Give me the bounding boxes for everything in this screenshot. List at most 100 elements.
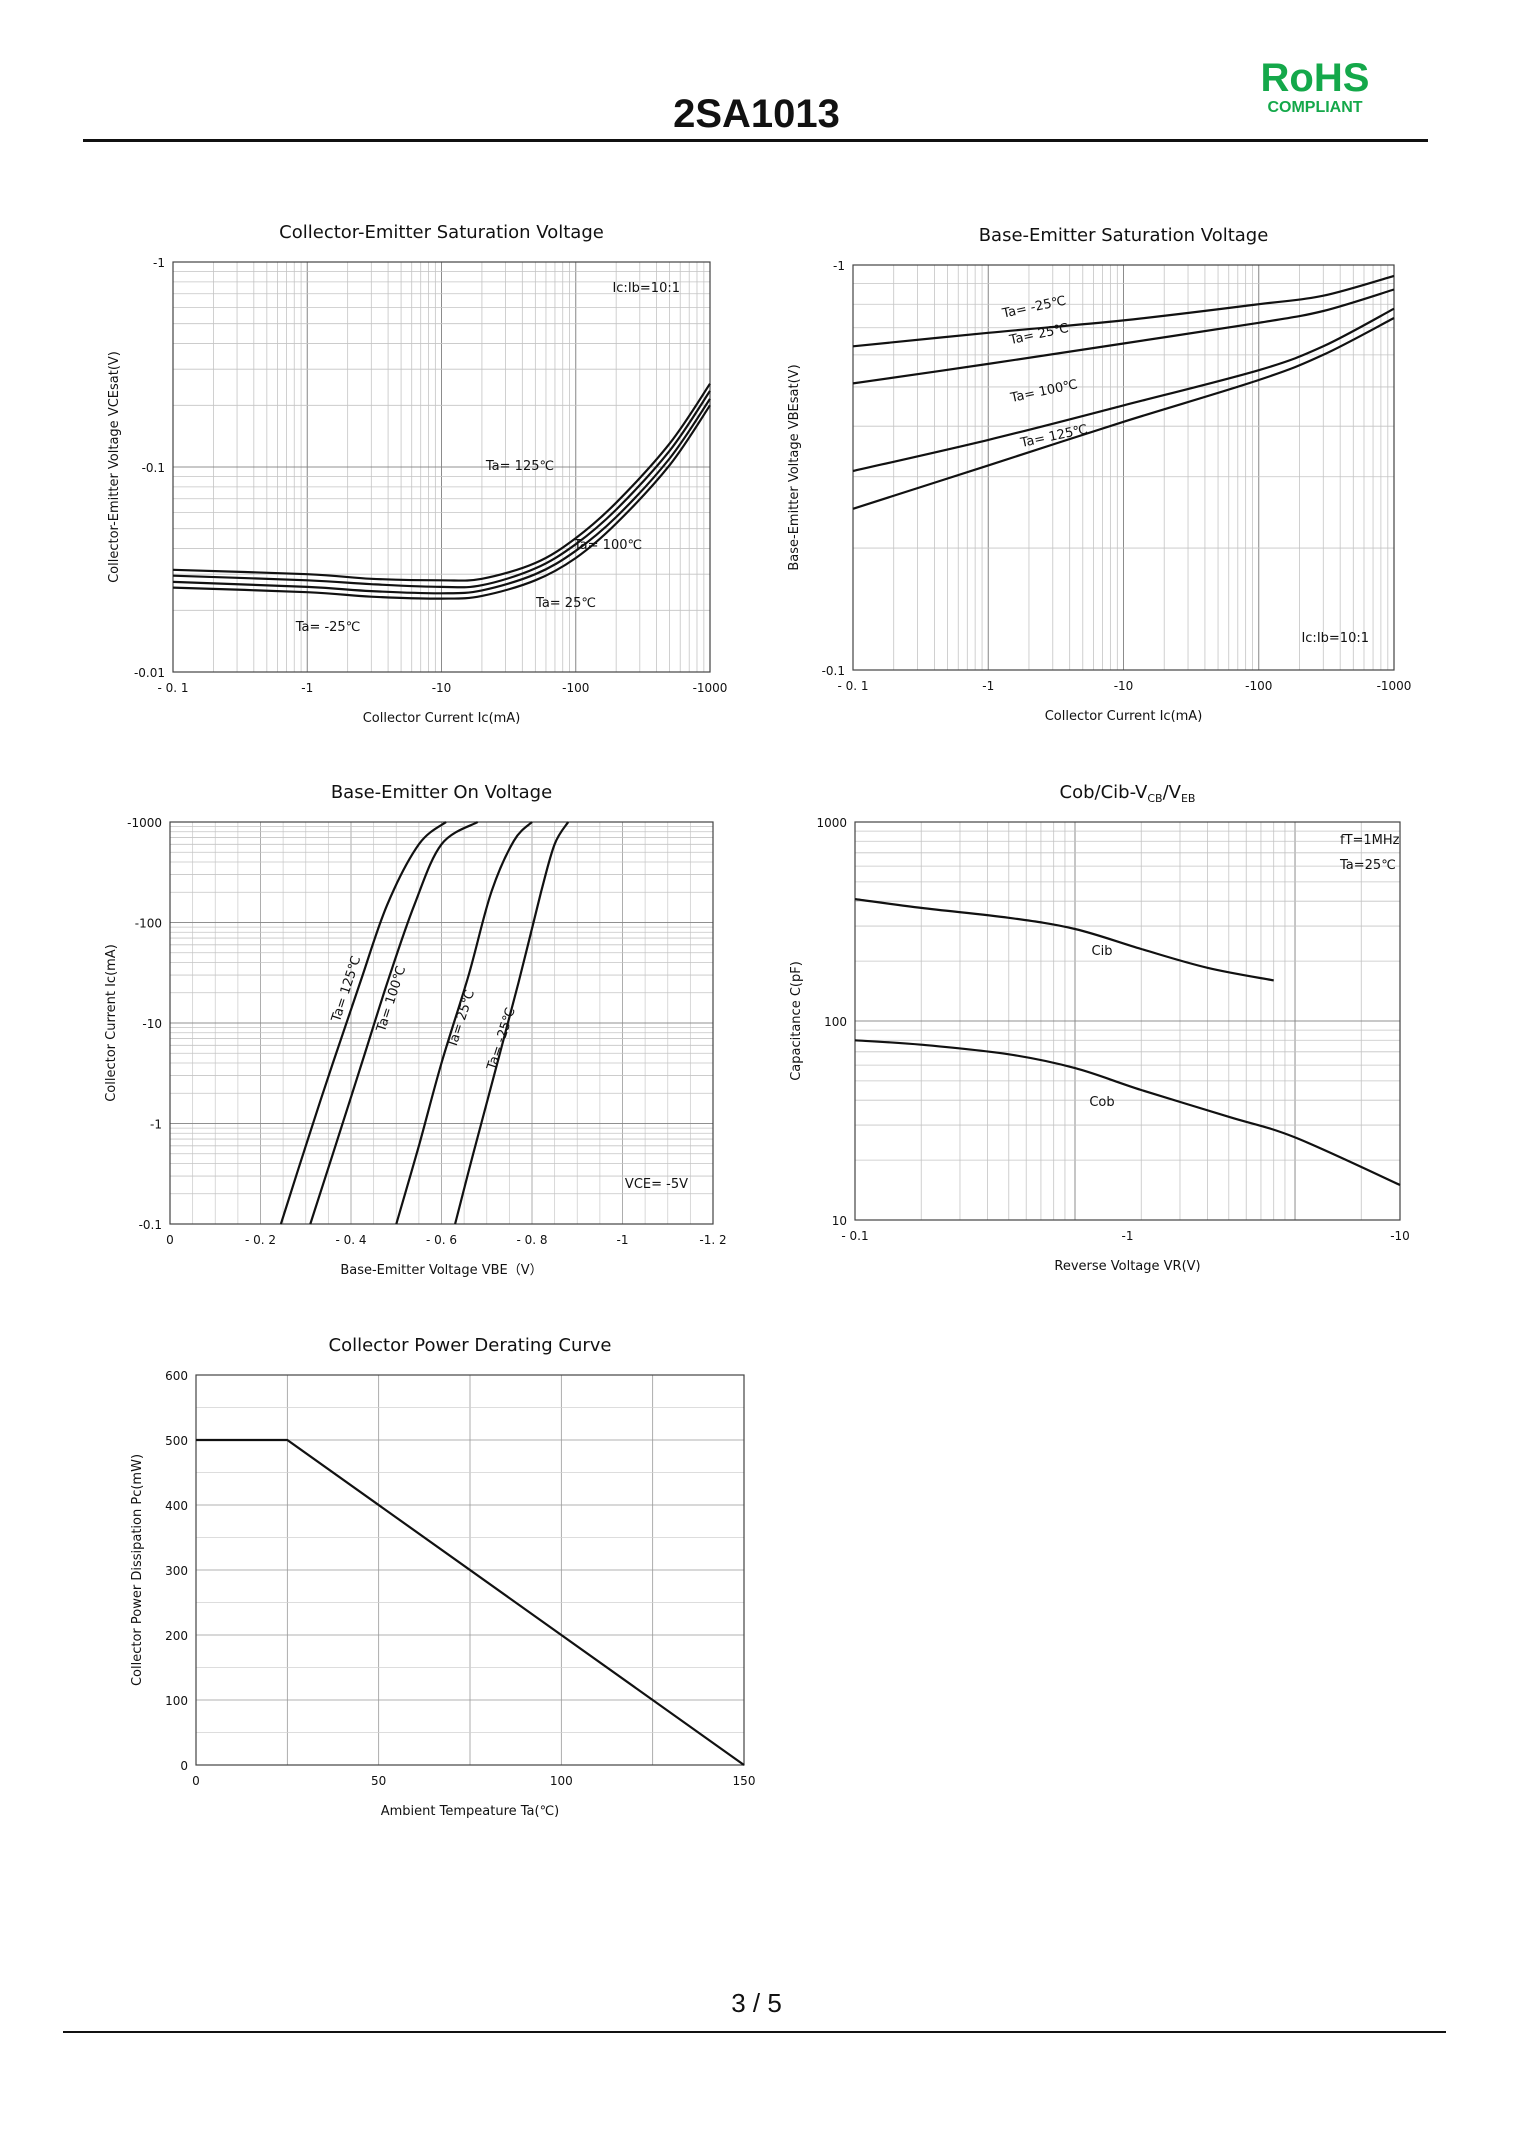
y-tick-label: -0.1 (139, 1218, 162, 1232)
series-line (454, 821, 570, 1225)
rohs-badge: RoHS COMPLIANT (1240, 58, 1390, 118)
series-line (196, 1438, 745, 1766)
y-tick-label: 600 (165, 1369, 188, 1383)
chart-title: Collector-Emitter Saturation Voltage (279, 222, 604, 243)
datasheet-title: 2SA1013 (673, 92, 840, 136)
chart-grid (169, 821, 714, 1225)
plot-frame (852, 264, 1395, 671)
series-line (172, 390, 711, 589)
x-axis-label: Base-Emitter Voltage VBE（V） (340, 1263, 542, 1278)
footer-divider (63, 2031, 1446, 2033)
y-tick-label: 200 (165, 1629, 188, 1643)
plot-frame (195, 1374, 745, 1766)
x-tick-label: 100 (550, 1774, 573, 1788)
chart-derating: Collector Power Derating Curve 0 50 100 150 0… (130, 1335, 755, 1819)
series-label: Ta= 25℃ (1007, 321, 1070, 348)
x-tick-label: - 0. 4 (335, 1233, 366, 1247)
chart-note: fT=1MHz (1340, 833, 1400, 848)
x-tick-label: 0 (166, 1233, 174, 1247)
chart-grid (854, 821, 1401, 1221)
y-tick-label: -100 (135, 917, 162, 931)
y-tick-label: -1 (833, 259, 845, 273)
x-tick-label: -1000 (693, 681, 728, 695)
x-tick-label: -1000 (1377, 679, 1412, 693)
chart-note: Ta=25℃ (1339, 858, 1396, 873)
series-line (854, 898, 1274, 982)
chart-title: Collector Power Derating Curve (329, 1335, 612, 1356)
x-tick-label: -1 (1122, 1229, 1134, 1243)
rohs-badge-sub: COMPLIANT (1267, 99, 1363, 116)
chart-cob: Cob/Cib-VCB/VEB - 0.1 -1 -10 10 100 1000 Revers… (789, 782, 1410, 1274)
y-tick-label: -1 (150, 1118, 162, 1132)
x-tick-label: - 0. 2 (245, 1233, 276, 1247)
series-line (852, 307, 1395, 473)
chart-title: Base-Emitter On Voltage (331, 782, 552, 803)
x-axis-label: Ambient Tempeature Ta(℃) (381, 1804, 560, 1819)
chart-note: Ic:Ib=10:1 (1301, 631, 1369, 646)
plot-frame (172, 261, 711, 673)
x-tick-label: -10 (1114, 679, 1134, 693)
x-tick-label: 50 (371, 1774, 386, 1788)
x-tick-label: - 0. 6 (426, 1233, 457, 1247)
y-tick-label: 10 (832, 1214, 847, 1228)
y-axis-label: Collector Current Ic(mA) (104, 944, 119, 1102)
y-axis-label: Collector Power Dissipation Pc(mW) (130, 1454, 145, 1686)
x-tick-label: -10 (432, 681, 452, 695)
y-tick-label: -0.1 (822, 664, 845, 678)
series-label: Cob (1089, 1095, 1114, 1110)
x-tick-label: -1 (617, 1233, 629, 1247)
x-tick-label: 150 (733, 1774, 756, 1788)
series-line (852, 288, 1395, 385)
y-tick-label: -1000 (127, 816, 162, 830)
x-tick-label: -1 (982, 679, 994, 693)
series-line (852, 274, 1395, 348)
chart-note: VCE= -5V (625, 1177, 688, 1192)
x-axis-label: Reverse Voltage VR(V) (1054, 1259, 1200, 1274)
rohs-badge-main: RoHS (1260, 56, 1370, 100)
series-line (852, 317, 1395, 510)
y-axis-label: Collector-Emitter Voltage VCEsat(V) (107, 351, 122, 583)
series-label: Ta= -25℃ (1000, 294, 1067, 322)
y-tick-label: -0.1 (142, 461, 165, 475)
y-tick-label: 300 (165, 1564, 188, 1578)
chart-vcesat: Collector-Emitter Saturation Voltage - 0.… (107, 222, 727, 726)
x-tick-label: - 0. 1 (837, 679, 868, 693)
series-label: Ta= 100℃ (573, 538, 642, 553)
chart-vbesat: Base-Emitter Saturation Voltage - 0. 1 -1 -… (787, 225, 1411, 724)
series-label: Ta= 125℃ (485, 459, 554, 474)
x-tick-label: - 0.1 (841, 1229, 868, 1243)
x-tick-label: - 0. 8 (516, 1233, 547, 1247)
series-label: Ta= -25℃ (295, 620, 361, 635)
series-label: Ta= 25℃ (535, 596, 596, 611)
y-tick-label: 100 (165, 1694, 188, 1708)
y-tick-label: 500 (165, 1434, 188, 1448)
x-axis-label: Collector Current Ic(mA) (363, 711, 521, 726)
page-number: 3 / 5 (731, 1988, 782, 2018)
y-tick-label: -0.01 (134, 666, 165, 680)
y-tick-label: 1000 (816, 816, 847, 830)
chart-vbeon: Base-Emitter On Voltage 0 - 0. 2 - 0. 4 - 0.… (104, 782, 727, 1278)
chart-title: Cob/Cib-VCB/VEB (1060, 782, 1196, 805)
series-line (279, 821, 447, 1225)
chart-grid (852, 264, 1395, 671)
x-tick-label: - 0. 1 (157, 681, 188, 695)
series-line (172, 398, 711, 595)
y-tick-label: -1 (153, 256, 165, 270)
y-tick-label: 100 (824, 1015, 847, 1029)
y-tick-label: -10 (142, 1017, 162, 1031)
series-label: Ta= 100℃ (1008, 377, 1079, 406)
series-line (395, 821, 533, 1225)
plot-frame (854, 821, 1401, 1221)
x-tick-label: -10 (1390, 1229, 1410, 1243)
x-tick-label: -1. 2 (699, 1233, 726, 1247)
series-line (309, 821, 479, 1225)
chart-note: Ic:Ib=10:1 (612, 281, 680, 296)
series-line (854, 1039, 1401, 1187)
series-line (172, 383, 711, 582)
x-axis-label: Collector Current Ic(mA) (1045, 709, 1203, 724)
x-tick-label: -100 (562, 681, 589, 695)
series-label: Ta= 25℃ (445, 988, 478, 1051)
chart-title: Base-Emitter Saturation Voltage (979, 225, 1269, 246)
chart-grid (172, 261, 711, 673)
